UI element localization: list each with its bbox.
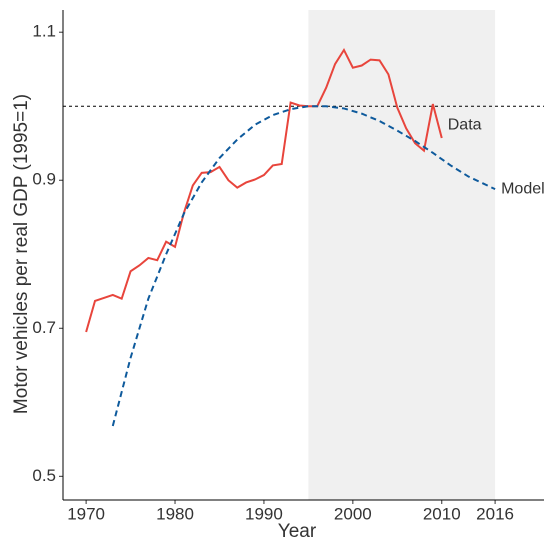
series-line — [85, 47, 443, 333]
series-line — [111, 105, 496, 427]
x-tick-label: 2016 — [476, 504, 514, 523]
x-tick-label: 1980 — [156, 504, 194, 523]
x-axis-title: Year — [278, 521, 317, 542]
y-tick-label: 1.1 — [32, 22, 56, 41]
y-axis-title: Motor vehicles per real GDP (1995=1) — [11, 94, 32, 414]
series-label: Model — [501, 180, 544, 197]
y-tick-label: 0.7 — [32, 318, 56, 337]
x-tick-label: 1970 — [67, 504, 105, 523]
shaded-region — [308, 10, 496, 500]
x-tick-label: 2010 — [423, 504, 461, 523]
x-tick-label: 1990 — [245, 504, 283, 523]
y-tick-label: 0.5 — [32, 466, 56, 485]
y-tick-label: 0.9 — [32, 170, 56, 189]
x-tick-label: 2000 — [334, 504, 372, 523]
series-label: Data — [448, 116, 482, 133]
